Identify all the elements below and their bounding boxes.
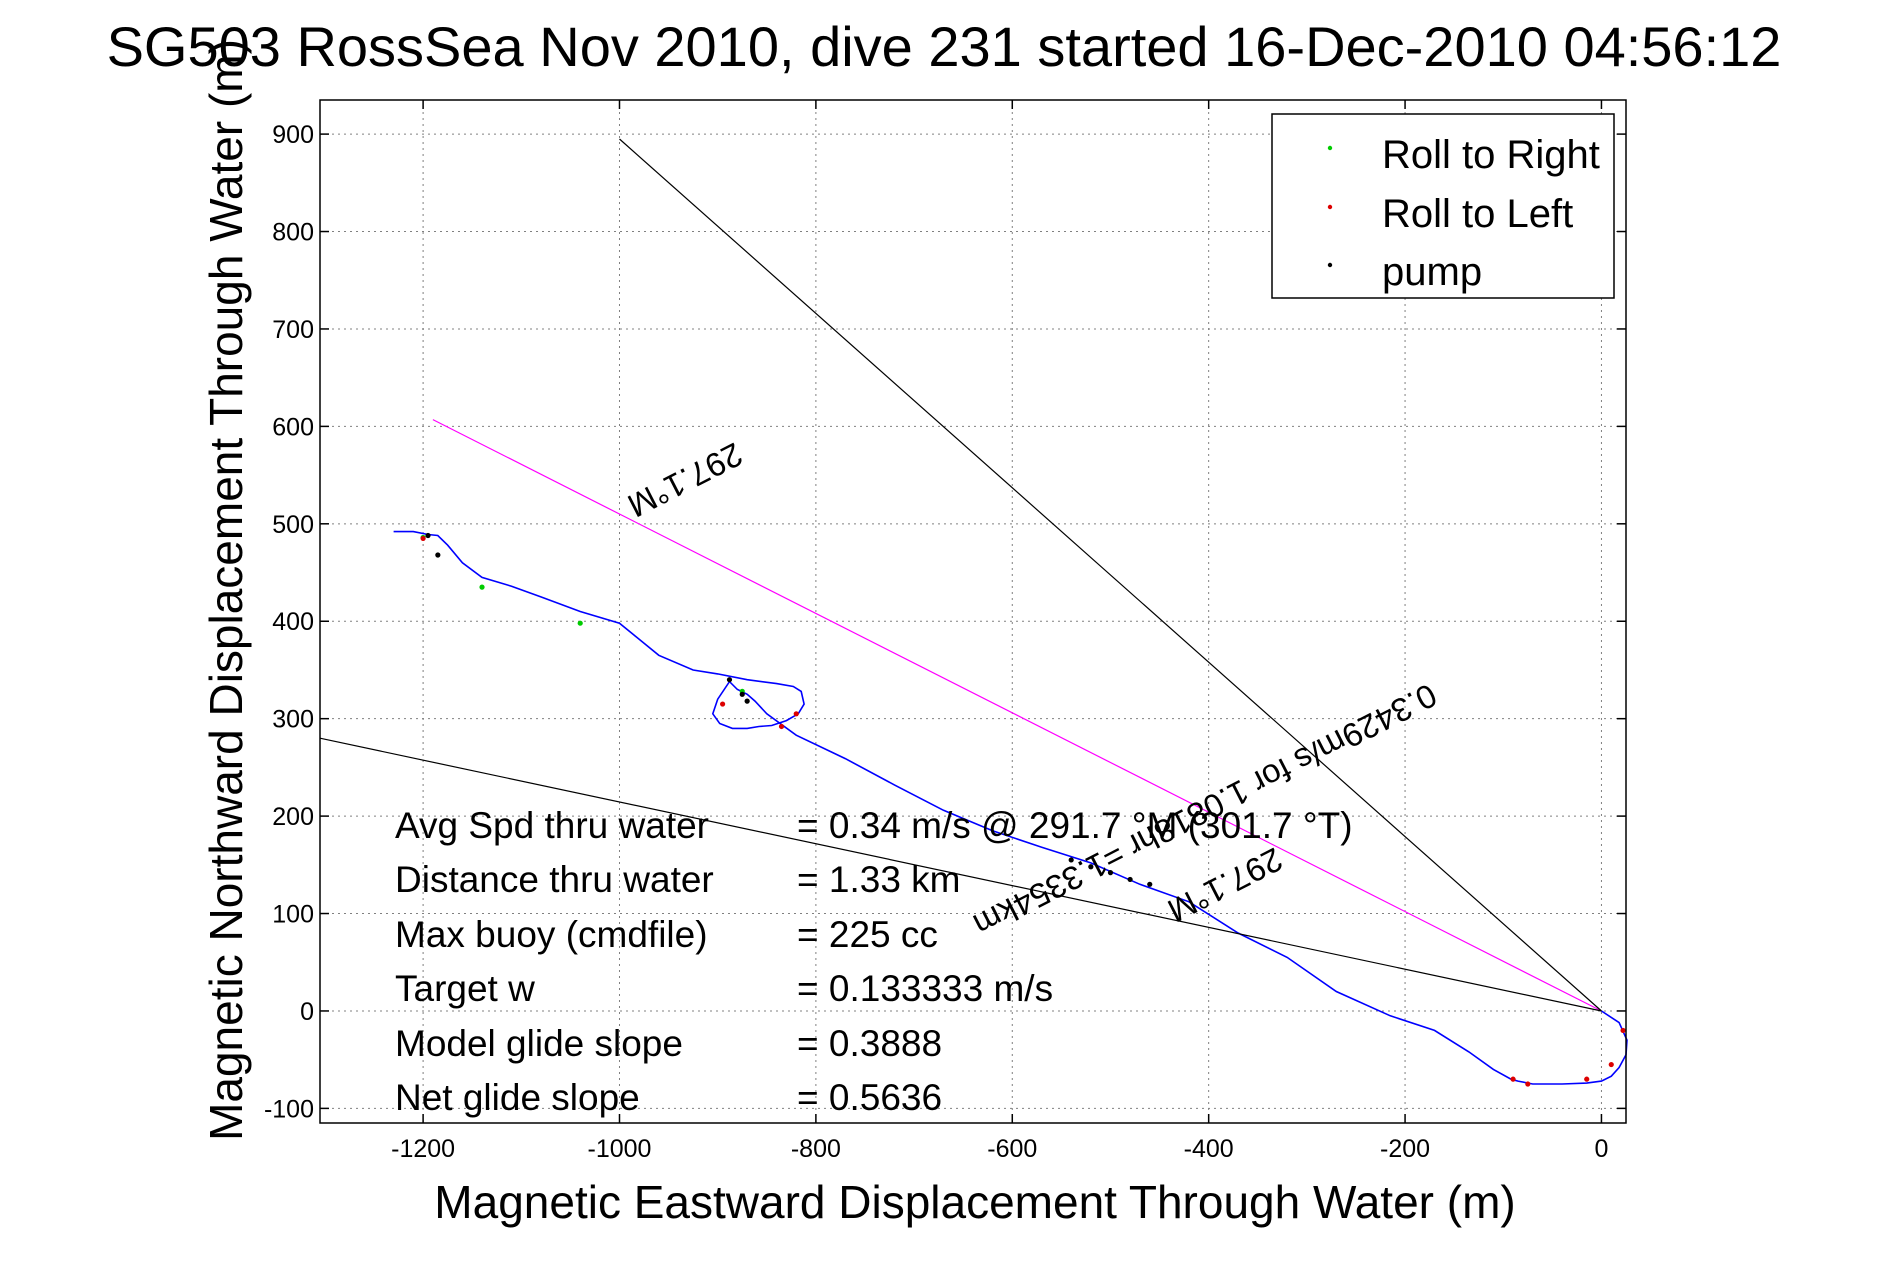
y-tick-label: -100	[264, 1095, 314, 1123]
y-tick-label: 100	[272, 901, 314, 929]
stat-label-net-glide: Net glide slope	[395, 1077, 640, 1118]
pump-point	[1107, 870, 1114, 876]
legend-label-roll-left: Roll to Left	[1382, 192, 1573, 236]
legend-label-pump: pump	[1382, 250, 1482, 294]
pump-point	[726, 677, 733, 683]
legend-marker-pump	[1327, 262, 1333, 268]
heading-annotation-lower: 297.1°M	[1162, 841, 1289, 930]
legend-marker-roll-right	[1327, 145, 1333, 151]
x-tick-label: -1200	[391, 1135, 455, 1163]
stat-value-model-glide: = 0.3888	[797, 1023, 942, 1064]
pump-point	[1068, 857, 1074, 863]
y-tick-label: 500	[272, 511, 314, 539]
y-tick-label: 700	[272, 316, 314, 344]
roll-left-point	[420, 535, 426, 542]
pump-point	[1088, 864, 1094, 870]
y-axis-label: Magnetic Northward Displacement Through …	[200, 39, 252, 1141]
roll-left-point	[1525, 1081, 1531, 1087]
roll-left-point	[778, 723, 785, 730]
stat-value-net-glide: = 0.5636	[797, 1077, 942, 1118]
plot-frame	[319, 99, 1627, 1124]
stat-value-max-buoy: = 225 cc	[797, 914, 938, 955]
stat-label-distance: Distance thru water	[395, 859, 714, 900]
x-tick-label: -1000	[588, 1135, 652, 1163]
pump-point	[425, 532, 431, 539]
pump-point	[1127, 876, 1133, 883]
roll-left-point	[1608, 1061, 1614, 1068]
roll-left-point	[793, 711, 799, 717]
x-tick-label: -800	[791, 1135, 841, 1163]
y-tick-label: 600	[272, 413, 314, 441]
stat-label-target-w: Target w	[395, 968, 535, 1009]
stats-block: Avg Spd thru water = 0.34 m/s @ 291.7 °M…	[395, 805, 1353, 1118]
legend: Roll to Right Roll to Left pump	[1271, 113, 1615, 299]
x-axis-label: Magnetic Eastward Displacement Through W…	[434, 1176, 1515, 1228]
series-layer	[319, 138, 1628, 1085]
roll-left-point	[720, 701, 726, 707]
axis-ticks: -1200 -1000 -800 -600 -400 -200 09008007006005…	[264, 100, 1626, 1163]
y-tick-label: 200	[272, 803, 314, 831]
stat-value-distance: = 1.33 km	[797, 859, 961, 900]
pump-point	[739, 691, 745, 697]
heading-annotation-upper: 297.1°M	[622, 436, 749, 525]
stat-label-avg-spd: Avg Spd thru water	[395, 805, 709, 846]
y-tick-label: 900	[272, 121, 314, 149]
y-tick-label: 800	[272, 219, 314, 247]
dive-track-line	[393, 530, 1628, 1085]
stat-value-target-w: = 0.133333 m/s	[797, 968, 1053, 1009]
stat-label-model-glide: Model glide slope	[395, 1023, 683, 1064]
legend-label-roll-right: Roll to Right	[1382, 133, 1600, 177]
bearing-line-west	[319, 737, 1602, 1012]
roll-left-point	[1620, 1027, 1626, 1034]
marker-layer	[420, 532, 1626, 1087]
x-tick-label: -200	[1380, 1135, 1430, 1163]
x-tick-label: -400	[1184, 1135, 1234, 1163]
roll-left-point	[1584, 1076, 1590, 1082]
y-tick-label: 400	[272, 608, 314, 636]
bearing-line-north	[619, 138, 1602, 1012]
pump-point	[744, 698, 750, 704]
roll-left-point	[1510, 1076, 1516, 1082]
stat-value-avg-spd: = 0.34 m/s @ 291.7 °M (301.7 °T)	[797, 805, 1353, 846]
stat-label-max-buoy: Max buoy (cmdfile)	[395, 914, 708, 955]
heading-line	[432, 419, 1602, 1012]
y-tick-label: 300	[272, 706, 314, 734]
chart-title: SG503 RossSea Nov 2010, dive 231 started…	[107, 15, 1782, 78]
grid	[320, 100, 1626, 1123]
legend-marker-roll-left	[1327, 204, 1333, 210]
pump-point	[1147, 881, 1153, 887]
roll-right-point	[577, 620, 583, 626]
x-tick-label: 0	[1594, 1135, 1608, 1163]
pump-point	[435, 552, 441, 558]
x-tick-label: -600	[987, 1135, 1037, 1163]
y-tick-label: 0	[300, 998, 314, 1026]
roll-right-point	[479, 584, 485, 590]
